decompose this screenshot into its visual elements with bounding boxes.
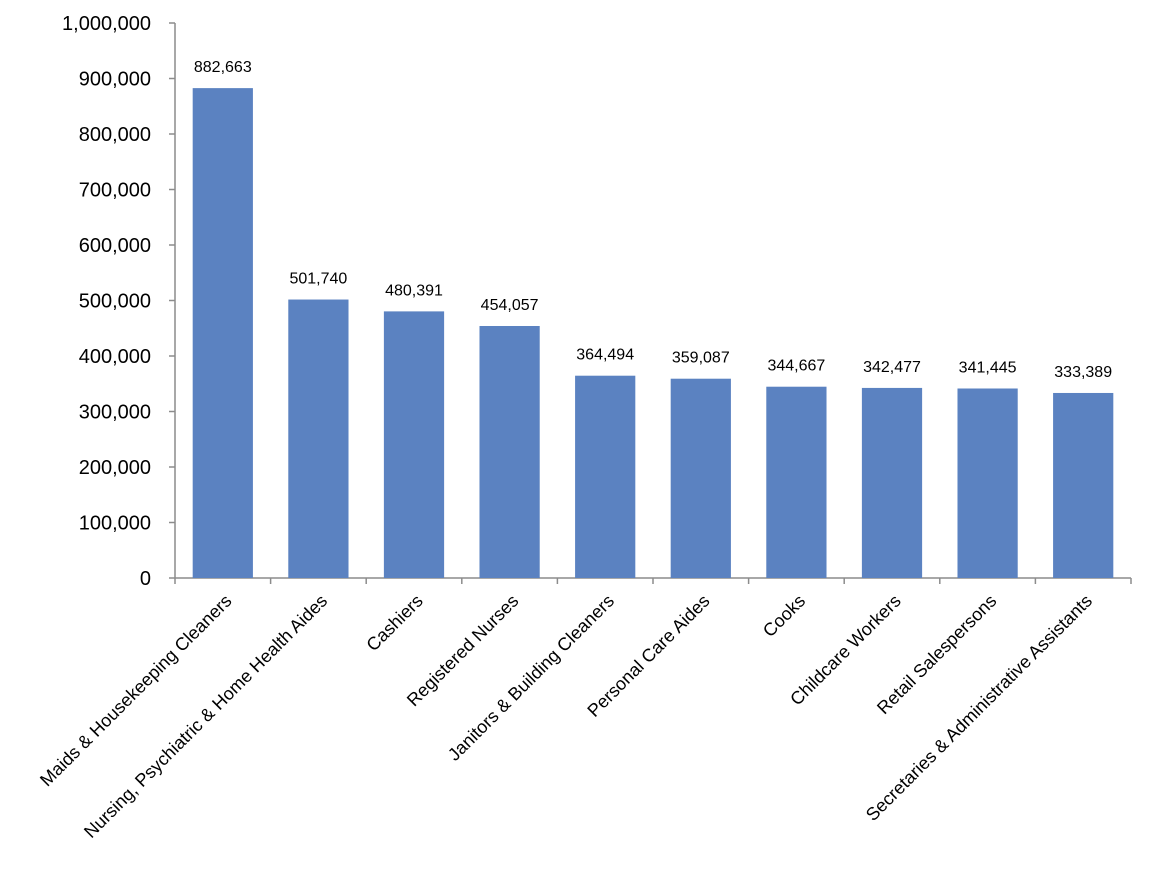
data-label: 480,391	[385, 282, 443, 299]
x-tick-label: Cooks	[759, 591, 809, 641]
y-tick-label: 1,000,000	[62, 13, 151, 35]
y-tick-label: 500,000	[79, 291, 151, 313]
x-tick-label: Maids & Housekeeping Cleaners	[36, 591, 236, 791]
y-tick-label: 800,000	[79, 124, 151, 146]
bar	[670, 378, 731, 578]
bar	[861, 387, 923, 578]
bar	[957, 388, 1018, 578]
data-label: 333,389	[1054, 364, 1112, 381]
bar	[288, 299, 349, 578]
y-tick-label: 200,000	[79, 457, 151, 479]
y-tick-label: 600,000	[79, 235, 151, 257]
y-tick-label: 700,000	[79, 180, 151, 202]
data-label: 344,667	[767, 358, 825, 375]
bar	[1053, 392, 1114, 578]
x-tick-label: Cashiers	[362, 591, 426, 655]
bar	[575, 375, 636, 578]
data-label: 501,740	[289, 271, 347, 288]
y-tick-label: 300,000	[79, 402, 151, 424]
data-label: 364,494	[576, 347, 634, 364]
y-tick-label: 900,000	[79, 69, 151, 91]
y-tick-label: 100,000	[79, 513, 151, 535]
x-tick-label: Janitors & Building Cleaners	[444, 591, 618, 765]
bar	[766, 386, 827, 578]
data-label: 359,087	[672, 350, 730, 367]
bar	[479, 325, 540, 578]
data-label: 342,477	[863, 359, 921, 376]
bar	[383, 311, 445, 578]
data-label: 882,663	[194, 59, 252, 76]
data-label: 341,445	[959, 359, 1017, 376]
bar	[192, 88, 253, 578]
y-tick-label: 400,000	[79, 346, 151, 368]
y-tick-label: 0	[140, 568, 151, 590]
data-label: 454,057	[481, 297, 539, 314]
